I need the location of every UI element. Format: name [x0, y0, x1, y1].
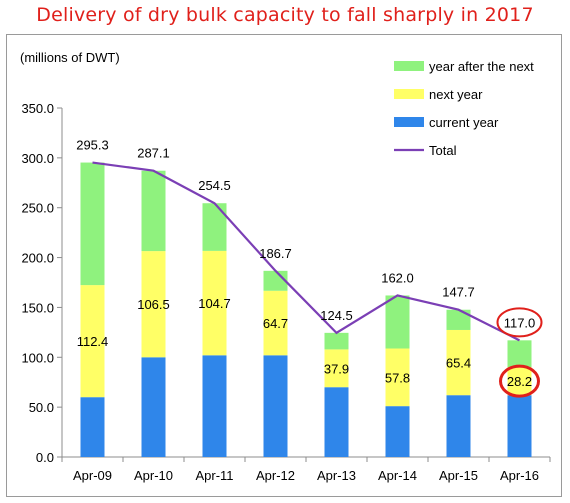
total-line [92, 161, 520, 342]
bar-current-year [141, 357, 166, 457]
highlight-circle-total [496, 307, 543, 338]
bar-year-after-the-next [385, 295, 410, 349]
total-data-label: 124.5 [320, 308, 353, 323]
total-data-label: 287.1 [137, 146, 170, 161]
bar-next-year [507, 367, 532, 396]
x-tick-label: Apr-15 [439, 468, 478, 483]
bar-current-year [507, 395, 532, 457]
total-data-label: 147.7 [442, 285, 475, 300]
x-tick-label: Apr-09 [73, 468, 112, 483]
bar-year-after-the-next [141, 170, 166, 252]
legend-swatch [394, 61, 424, 71]
legend-swatch [394, 117, 424, 127]
bar-year-after-the-next [324, 332, 349, 350]
bar-current-year [324, 387, 349, 457]
next-year-data-label: 106.5 [137, 297, 170, 312]
bar-year-after-the-next [507, 340, 532, 368]
bar-next-year [80, 285, 105, 398]
bar-current-year [385, 406, 410, 457]
unit-label: (millions of DWT) [20, 50, 120, 65]
x-tick-label: Apr-10 [134, 468, 173, 483]
next-year-data-label: 64.7 [263, 316, 288, 331]
y-tick-label: 200.0 [21, 251, 54, 266]
bar-next-year [141, 251, 166, 358]
bar-next-year [385, 348, 410, 407]
next-year-data-label: 65.4 [446, 356, 471, 371]
x-tick-label: Apr-11 [195, 468, 233, 483]
total-data-label: 186.7 [259, 246, 292, 261]
bar-current-year [80, 397, 105, 457]
legend-label: Total [429, 143, 457, 158]
bar-year-after-the-next [446, 309, 471, 330]
total-data-label: 295.3 [76, 138, 109, 153]
chart-frame [6, 34, 562, 497]
bar-next-year [324, 349, 349, 388]
chart-title: Delivery of dry bulk capacity to fall sh… [36, 4, 534, 26]
bar-current-year [263, 355, 288, 457]
bar-year-after-the-next [80, 162, 105, 286]
legend-label: next year [429, 87, 483, 102]
legend-label: current year [429, 115, 499, 130]
x-tick-label: Apr-14 [378, 468, 417, 483]
total-data-label: 254.5 [198, 178, 231, 193]
total-data-label: 162.0 [381, 270, 414, 285]
x-tick-label: Apr-13 [317, 468, 356, 483]
bar-next-year [446, 329, 471, 396]
y-tick-label: 350.0 [21, 101, 54, 116]
next-year-data-label: 57.8 [385, 370, 410, 385]
next-year-data-label: 37.9 [324, 361, 349, 376]
y-tick-label: 0.0 [36, 450, 54, 465]
y-tick-label: 150.0 [21, 300, 54, 315]
highlight-circle-next-year [499, 364, 540, 398]
next-year-data-label: 104.7 [198, 296, 231, 311]
next-year-data-label: 28.2 [507, 374, 532, 389]
total-data-label: 117.0 [504, 315, 536, 330]
legend-label: year after the next [429, 59, 534, 74]
x-tick-label: Apr-16 [500, 468, 539, 483]
bar-current-year [202, 355, 227, 457]
bar-year-after-the-next [202, 203, 227, 251]
x-tick-label: Apr-12 [256, 468, 295, 483]
bar-next-year [263, 290, 288, 356]
y-tick-label: 250.0 [21, 201, 54, 216]
bar-next-year [202, 250, 227, 356]
next-year-data-label: 112.4 [77, 334, 109, 349]
bar-current-year [446, 395, 471, 457]
y-tick-label: 50.0 [29, 400, 54, 415]
y-tick-label: 300.0 [21, 151, 54, 166]
y-tick-label: 100.0 [21, 350, 54, 365]
legend-swatch [394, 89, 424, 99]
